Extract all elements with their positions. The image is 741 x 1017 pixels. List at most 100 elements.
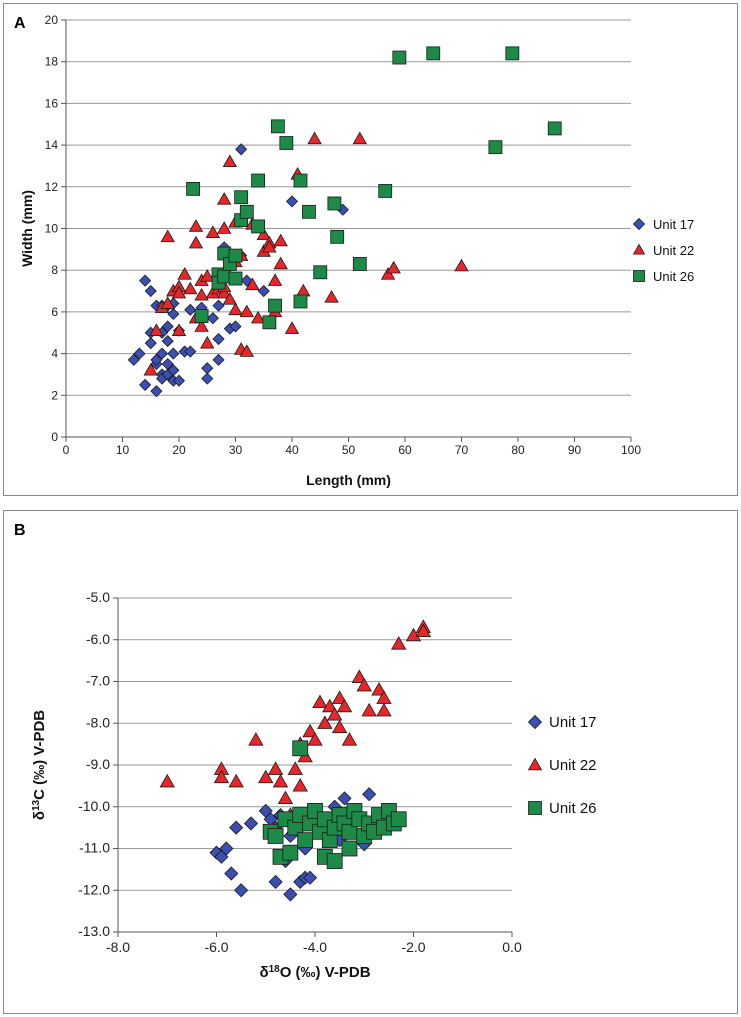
- chart-a-legend: Unit 17 Unit 22 Unit 26: [632, 217, 694, 284]
- y-tick-label: 2: [51, 388, 58, 402]
- data-point-unit-17: [184, 345, 197, 358]
- data-point-unit-22: [222, 292, 238, 305]
- data-point-unit-22: [248, 732, 264, 746]
- y-tick-label: -13.0: [78, 923, 110, 939]
- data-point-unit-22: [250, 310, 266, 324]
- data-point-unit-22: [149, 323, 164, 336]
- data-point-unit-22: [245, 277, 260, 291]
- y-tick-label: 12: [45, 180, 59, 194]
- data-point-unit-22: [213, 769, 230, 784]
- data-point-unit-26: [186, 181, 201, 196]
- x-tick-label: -4.0: [303, 939, 327, 955]
- data-point-unit-22: [415, 623, 432, 638]
- chart-a-svg: A 0 2 4 6 8 10 12 14 16 18 20 0 10 20 30 40 50 60 70 80 90 1…: [14, 13, 694, 488]
- legend-label-unit-17: Unit 17: [549, 714, 597, 731]
- y-tick-label: 10: [45, 222, 59, 236]
- data-point-unit-22: [177, 267, 192, 280]
- data-point-unit-22: [267, 273, 283, 286]
- data-point-unit-17: [212, 299, 225, 312]
- panel-letter-a: A: [14, 15, 26, 32]
- x-tick-label: -8.0: [106, 939, 130, 955]
- data-point-unit-17: [212, 353, 225, 366]
- data-point-unit-17: [229, 820, 244, 835]
- y-tick-label: -7.0: [86, 673, 110, 689]
- data-point-unit-22: [302, 723, 318, 738]
- data-point-unit-22: [194, 319, 209, 332]
- x-tick-label: -6.0: [204, 939, 228, 955]
- data-point-unit-26: [228, 271, 243, 286]
- x-tick-label: 90: [568, 443, 582, 457]
- data-point-unit-22: [386, 260, 401, 274]
- data-point-unit-26: [488, 140, 503, 155]
- data-point-unit-17: [167, 307, 180, 321]
- data-point-unit-26: [270, 119, 285, 134]
- data-point-unit-22: [277, 790, 294, 805]
- legend-marker-unit-17: [527, 714, 543, 730]
- data-point-unit-17: [257, 284, 270, 298]
- data-point-unit-17: [139, 274, 152, 287]
- data-point-unit-22: [205, 225, 221, 238]
- legend-marker-unit-22: [527, 757, 543, 771]
- y-tick-label: -5.0: [86, 589, 110, 605]
- data-point-unit-22: [239, 344, 254, 357]
- data-point-unit-26: [267, 828, 284, 844]
- data-point-unit-17: [127, 353, 140, 366]
- chart-a-y-axis-title: Width (mm): [19, 190, 35, 267]
- x-tick-label: 60: [398, 443, 412, 457]
- x-tick-label: 20: [172, 443, 186, 457]
- data-point-unit-17: [362, 787, 377, 802]
- data-point-unit-22: [267, 761, 284, 775]
- chart-a-x-axis-title: Length (mm): [306, 472, 391, 488]
- data-point-unit-22: [312, 694, 328, 709]
- data-point-unit-17: [161, 320, 174, 333]
- data-point-unit-22: [307, 732, 323, 746]
- legend-marker-unit-26: [633, 270, 645, 282]
- data-point-unit-17: [139, 378, 152, 391]
- data-point-unit-17: [133, 347, 146, 360]
- data-point-unit-22: [307, 131, 322, 145]
- x-tick-label: 40: [285, 443, 299, 457]
- data-point-unit-26: [268, 298, 282, 313]
- data-point-unit-22: [239, 304, 254, 318]
- data-point-unit-17: [150, 385, 163, 398]
- y-tick-label: -11.0: [79, 840, 110, 856]
- data-point-unit-22: [258, 769, 274, 784]
- data-point-unit-22: [351, 669, 368, 683]
- data-point-unit-22: [327, 707, 343, 721]
- data-point-unit-26: [327, 196, 342, 211]
- data-point-unit-26: [292, 740, 309, 757]
- data-point-unit-17: [229, 320, 242, 333]
- data-point-unit-26: [330, 229, 345, 244]
- y-tick-label: 8: [51, 263, 58, 277]
- data-point-unit-17: [155, 347, 169, 360]
- y-tick-label: 18: [45, 55, 59, 69]
- x-tick-label: 50: [342, 443, 356, 457]
- y-tick-label: -10.0: [78, 798, 110, 814]
- data-point-unit-22: [322, 698, 338, 713]
- x-tick-label: 0: [63, 443, 70, 457]
- y-tick-label: 0: [51, 430, 58, 444]
- legend-marker-unit-22: [632, 243, 646, 255]
- data-point-unit-26: [378, 184, 393, 198]
- data-point-unit-22: [292, 778, 308, 792]
- data-point-unit-22: [352, 131, 367, 145]
- y-tick-label: 6: [51, 305, 58, 319]
- chart-b-legend: Unit 17 Unit 22 Unit 26: [527, 714, 597, 817]
- panel-letter-b: B: [14, 522, 26, 539]
- panel-b: B -13.0 -12.0 -11.0 -10.0 -9.0 -8.0 -7.0 -6.0 -5…: [3, 510, 738, 1014]
- y-tick-label: -12.0: [78, 881, 110, 897]
- chart-b-y-axis-title: δ13C (‰) V-PDB: [31, 710, 49, 820]
- legend-label-unit-26: Unit 26: [549, 800, 597, 817]
- data-point-unit-22: [405, 627, 422, 642]
- chart-b-svg: B -13.0 -12.0 -11.0 -10.0 -9.0 -8.0 -7.0 -6.0 -5…: [14, 522, 597, 981]
- data-point-unit-17: [144, 284, 157, 298]
- y-tick-label: 4: [51, 347, 58, 361]
- data-point-unit-17: [268, 874, 283, 889]
- data-point-unit-22: [194, 287, 209, 301]
- data-point-unit-26: [194, 309, 209, 323]
- data-point-unit-17: [201, 362, 214, 375]
- data-point-unit-17: [167, 364, 180, 377]
- x-tick-label: 10: [116, 443, 130, 457]
- data-point-unit-22: [183, 281, 198, 295]
- x-tick-label: 30: [229, 443, 243, 457]
